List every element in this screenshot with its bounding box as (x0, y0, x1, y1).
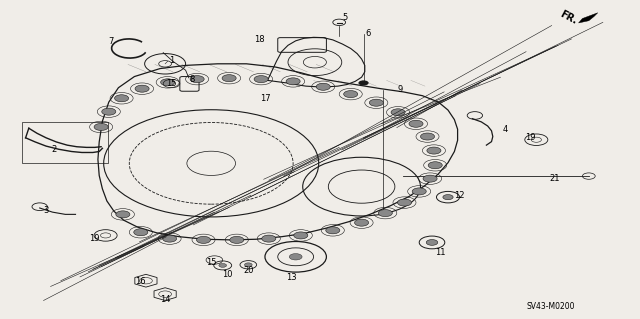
Circle shape (412, 188, 426, 195)
Text: 11: 11 (435, 248, 445, 256)
Circle shape (134, 229, 148, 236)
Circle shape (289, 254, 302, 260)
Text: 21: 21 (550, 174, 560, 183)
Text: 19: 19 (525, 133, 535, 142)
Circle shape (344, 91, 358, 98)
Text: SV43-M0200: SV43-M0200 (526, 302, 575, 311)
Circle shape (254, 76, 268, 83)
Circle shape (391, 109, 405, 116)
Circle shape (355, 219, 369, 226)
Circle shape (358, 80, 369, 85)
Circle shape (378, 210, 392, 217)
Circle shape (397, 199, 412, 206)
Circle shape (219, 263, 227, 267)
Text: 2: 2 (52, 145, 57, 154)
Circle shape (196, 236, 211, 243)
Text: 13: 13 (286, 273, 296, 282)
Circle shape (326, 227, 340, 234)
Circle shape (116, 211, 130, 218)
Circle shape (423, 175, 437, 182)
Text: 4: 4 (503, 125, 508, 134)
Text: 3: 3 (44, 206, 49, 215)
Circle shape (102, 108, 116, 115)
Polygon shape (579, 13, 598, 23)
Circle shape (443, 195, 453, 200)
Text: 9: 9 (397, 85, 403, 94)
Circle shape (94, 123, 108, 130)
Circle shape (369, 99, 383, 106)
Text: 20: 20 (243, 266, 253, 275)
Text: 12: 12 (454, 191, 465, 200)
Circle shape (409, 120, 423, 127)
Text: 19: 19 (90, 234, 100, 243)
Circle shape (262, 235, 276, 242)
Circle shape (286, 78, 300, 85)
Circle shape (161, 79, 175, 86)
Text: 10: 10 (222, 271, 232, 279)
Circle shape (427, 147, 441, 154)
Circle shape (163, 235, 177, 242)
Circle shape (115, 95, 129, 102)
Text: FR.: FR. (558, 9, 579, 26)
Text: 16: 16 (136, 277, 146, 286)
Text: 18: 18 (255, 35, 265, 44)
Text: 14: 14 (160, 295, 170, 304)
Text: 5: 5 (342, 13, 348, 22)
Text: 1: 1 (169, 56, 174, 65)
Circle shape (222, 75, 236, 82)
Circle shape (190, 76, 204, 83)
Circle shape (294, 232, 308, 239)
Circle shape (428, 162, 442, 169)
Circle shape (316, 83, 330, 90)
Circle shape (244, 263, 252, 267)
Text: 15: 15 (206, 258, 216, 267)
Text: 17: 17 (260, 94, 271, 103)
Text: 15: 15 (166, 79, 176, 88)
Circle shape (135, 85, 149, 92)
Text: 7: 7 (108, 37, 113, 46)
Text: 8: 8 (189, 75, 195, 84)
Text: 6: 6 (365, 29, 371, 38)
Circle shape (230, 236, 244, 243)
Circle shape (420, 133, 435, 140)
Circle shape (426, 240, 438, 245)
